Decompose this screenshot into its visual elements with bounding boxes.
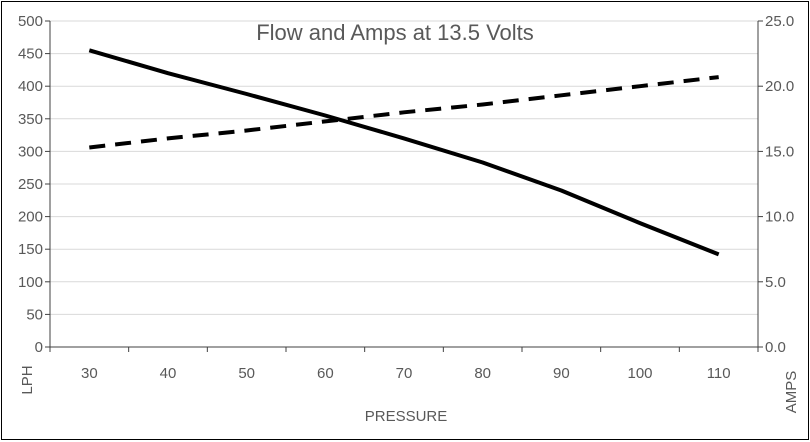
y-tick-label: 400 [18, 78, 43, 95]
chart-title: Flow and Amps at 13.5 Volts [256, 20, 534, 45]
gridlines [50, 20, 758, 315]
x-tick-label: 70 [396, 365, 413, 382]
y2-tick-label: 5.0 [765, 274, 786, 291]
y2-tick-label: 15.0 [765, 143, 794, 160]
x-tick-label: 80 [474, 365, 491, 382]
y-tick-label: 150 [18, 241, 43, 258]
y-tick-label: 350 [18, 111, 43, 128]
y-tick-label: 450 [18, 46, 43, 63]
x-tick-label: 40 [160, 365, 177, 382]
y-tick-label: 300 [18, 143, 43, 160]
y2-tick-label: 20.0 [765, 78, 794, 95]
y2-tick-label: 0.0 [765, 339, 786, 356]
y2-tick-label: 25.0 [765, 13, 794, 30]
x-tick-label: 30 [81, 365, 98, 382]
x-axis-title: PRESSURE [365, 408, 448, 425]
flow-series-line [88, 48, 720, 257]
x-tick-label: 90 [553, 365, 570, 382]
y-tick-label: 500 [18, 13, 43, 30]
amps-series-line [89, 75, 719, 150]
x-tick-label: 50 [238, 365, 255, 382]
y-tick-label: 100 [18, 274, 43, 291]
y2-tick-label: 10.0 [765, 209, 794, 226]
tick-labels: 0 50 100 150 200 250 300 350 400 450 500 0.0 5.0 10.0… [18, 13, 794, 382]
y-axis-title-left: LPH [19, 365, 36, 394]
y-tick-label: 0 [35, 339, 43, 356]
axes [45, 20, 763, 352]
y-tick-label: 50 [26, 306, 43, 323]
x-tick-label: 110 [707, 365, 731, 382]
x-tick-label: 100 [627, 365, 652, 382]
y-axis-title-right: AMPS [783, 371, 800, 414]
x-tick-label: 60 [317, 365, 334, 382]
y-tick-label: 250 [18, 176, 43, 193]
y-tick-label: 200 [18, 209, 43, 226]
series-lines [88, 48, 720, 257]
